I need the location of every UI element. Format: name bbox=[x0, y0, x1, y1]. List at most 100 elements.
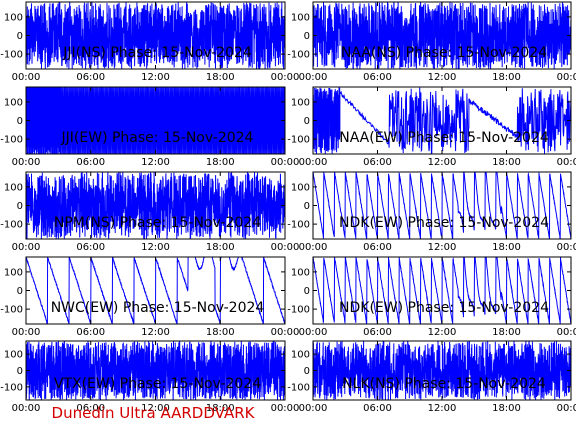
x-tick-label: 00:00 bbox=[299, 403, 328, 414]
x-tick-label: 00:00 bbox=[299, 157, 328, 168]
x-tick-label: 18:00 bbox=[492, 242, 521, 253]
phase-panel: 100 0 -100 00:00 06:00 12:00 18:00 00:00 NWC(EW)… bbox=[0, 256, 300, 338]
y-tick-label: 100 bbox=[4, 97, 23, 108]
x-tick-label: 00:00 bbox=[12, 157, 41, 168]
x-tick-label: 06:00 bbox=[76, 72, 105, 83]
y-tick-label: -100 bbox=[0, 382, 23, 393]
x-tick-label: 18:00 bbox=[206, 72, 235, 83]
x-tick-label: 06:00 bbox=[363, 72, 392, 83]
phase-series-line bbox=[26, 172, 285, 239]
phase-series-line bbox=[26, 87, 285, 154]
x-tick-label: 06:00 bbox=[363, 327, 392, 338]
panel-title: NAA(EW) Phase: 15-Nov-2024 bbox=[339, 130, 549, 146]
y-tick-label: 0 bbox=[17, 116, 23, 127]
x-tick-label: 12:00 bbox=[141, 403, 170, 414]
x-tick-label: 06:00 bbox=[76, 403, 105, 414]
panel-title: NDK(EW) Phase: 15-Nov-2024 bbox=[339, 300, 549, 316]
x-tick-label: 12:00 bbox=[428, 72, 457, 83]
x-tick-label: 18:00 bbox=[492, 403, 521, 414]
x-tick-label: 18:00 bbox=[206, 327, 235, 338]
x-tick-label: 18:00 bbox=[492, 327, 521, 338]
x-tick-label: 06:00 bbox=[76, 157, 105, 168]
panel-title: VTX(EW) Phase: 15-Nov-2024 bbox=[54, 376, 261, 392]
phase-panel: 100 0 -100 00:00 06:00 12:00 18:00 00:00 NAA(NS)… bbox=[287, 1, 576, 83]
x-tick-label: 00:00 bbox=[271, 327, 300, 338]
x-tick-label: 18:00 bbox=[492, 157, 521, 168]
x-tick-label: 00:00 bbox=[557, 242, 576, 253]
x-tick-label: 12:00 bbox=[428, 157, 457, 168]
y-tick-label: 0 bbox=[17, 201, 23, 212]
phase-panel: 100 0 -100 00:00 06:00 12:00 18:00 00:00 JJI(NS)… bbox=[0, 1, 300, 83]
x-tick-label: 00:00 bbox=[299, 242, 328, 253]
phase-series-line bbox=[313, 341, 571, 400]
y-tick-label: 100 bbox=[4, 350, 23, 361]
phase-panel: 100 0 -100 00:00 06:00 12:00 18:00 00:00 JJI(EW)… bbox=[0, 86, 300, 168]
x-tick-label: 00:00 bbox=[271, 403, 300, 414]
x-tick-label: 12:00 bbox=[141, 72, 170, 83]
x-tick-label: 18:00 bbox=[206, 403, 235, 414]
y-tick-label: 100 bbox=[4, 12, 23, 23]
panel-title: NPM(NS) Phase: 15-Nov-2024 bbox=[54, 215, 261, 231]
y-tick-label: 100 bbox=[4, 182, 23, 193]
y-tick-label: -100 bbox=[0, 50, 23, 61]
y-tick-label: 100 bbox=[4, 267, 23, 278]
phase-panel: 100 0 -100 00:00 06:00 12:00 18:00 00:00 NPM(NS)… bbox=[0, 171, 300, 253]
y-tick-label: 0 bbox=[304, 201, 310, 212]
x-tick-label: 18:00 bbox=[492, 72, 521, 83]
y-tick-label: 0 bbox=[304, 116, 310, 127]
x-tick-label: 00:00 bbox=[12, 242, 41, 253]
y-tick-label: 0 bbox=[17, 31, 23, 42]
x-tick-label: 06:00 bbox=[363, 403, 392, 414]
x-tick-label: 06:00 bbox=[363, 242, 392, 253]
y-tick-label: -100 bbox=[287, 50, 310, 61]
y-tick-label: -100 bbox=[0, 220, 23, 231]
y-tick-label: 100 bbox=[291, 182, 310, 193]
panel-title: JJI(EW) Phase: 15-Nov-2024 bbox=[61, 130, 254, 146]
x-tick-label: 12:00 bbox=[428, 327, 457, 338]
y-tick-label: 0 bbox=[304, 31, 310, 42]
y-tick-label: -100 bbox=[287, 382, 310, 393]
y-tick-label: -100 bbox=[287, 220, 310, 231]
x-tick-label: 06:00 bbox=[363, 157, 392, 168]
phase-series-line bbox=[313, 87, 571, 154]
x-tick-label: 00:00 bbox=[557, 157, 576, 168]
y-tick-label: -100 bbox=[0, 135, 23, 146]
phase-panel: 100 0 -100 00:00 06:00 12:00 18:00 00:00 NDK(EW)… bbox=[287, 171, 576, 253]
y-tick-label: 100 bbox=[291, 12, 310, 23]
x-tick-label: 18:00 bbox=[206, 157, 235, 168]
x-tick-label: 00:00 bbox=[271, 72, 300, 83]
x-tick-label: 12:00 bbox=[428, 242, 457, 253]
x-tick-label: 06:00 bbox=[76, 242, 105, 253]
x-tick-label: 00:00 bbox=[299, 327, 328, 338]
y-tick-label: 0 bbox=[17, 286, 23, 297]
x-tick-label: 12:00 bbox=[428, 403, 457, 414]
x-tick-label: 12:00 bbox=[141, 157, 170, 168]
y-tick-label: -100 bbox=[0, 305, 23, 316]
y-tick-label: 100 bbox=[291, 97, 310, 108]
x-tick-label: 00:00 bbox=[557, 403, 576, 414]
panel-title: NDK(EW) Phase: 15-Nov-2024 bbox=[339, 215, 549, 231]
x-tick-label: 00:00 bbox=[299, 72, 328, 83]
y-tick-label: 100 bbox=[291, 267, 310, 278]
x-tick-label: 12:00 bbox=[141, 327, 170, 338]
x-tick-label: 00:00 bbox=[557, 72, 576, 83]
y-tick-label: -100 bbox=[287, 135, 310, 146]
phase-panel: 100 0 -100 00:00 06:00 12:00 18:00 00:00 NDK(EW)… bbox=[287, 256, 576, 338]
phase-panel: 100 0 -100 00:00 06:00 12:00 18:00 00:00 NLK(NS)… bbox=[287, 340, 576, 414]
x-tick-label: 12:00 bbox=[141, 242, 170, 253]
phase-panel: 100 0 -100 00:00 06:00 12:00 18:00 00:00 NAA(EW)… bbox=[287, 86, 576, 168]
y-tick-label: 0 bbox=[304, 286, 310, 297]
x-tick-label: 06:00 bbox=[76, 327, 105, 338]
phase-panel: 100 0 -100 00:00 06:00 12:00 18:00 00:00 VTX(EW)… bbox=[0, 340, 300, 414]
x-tick-label: 00:00 bbox=[271, 157, 300, 168]
panel-title: JJI(NS) Phase: 15-Nov-2024 bbox=[62, 45, 252, 61]
panel-title: NLK(NS) Phase: 15-Nov-2024 bbox=[342, 376, 546, 392]
phase-series-line bbox=[26, 2, 285, 69]
x-tick-label: 00:00 bbox=[271, 242, 300, 253]
y-tick-label: 0 bbox=[17, 366, 23, 377]
x-tick-label: 00:00 bbox=[12, 403, 41, 414]
panel-title: NWC(EW) Phase: 15-Nov-2024 bbox=[51, 300, 265, 316]
phase-series-line bbox=[26, 341, 285, 400]
x-tick-label: 00:00 bbox=[557, 327, 576, 338]
